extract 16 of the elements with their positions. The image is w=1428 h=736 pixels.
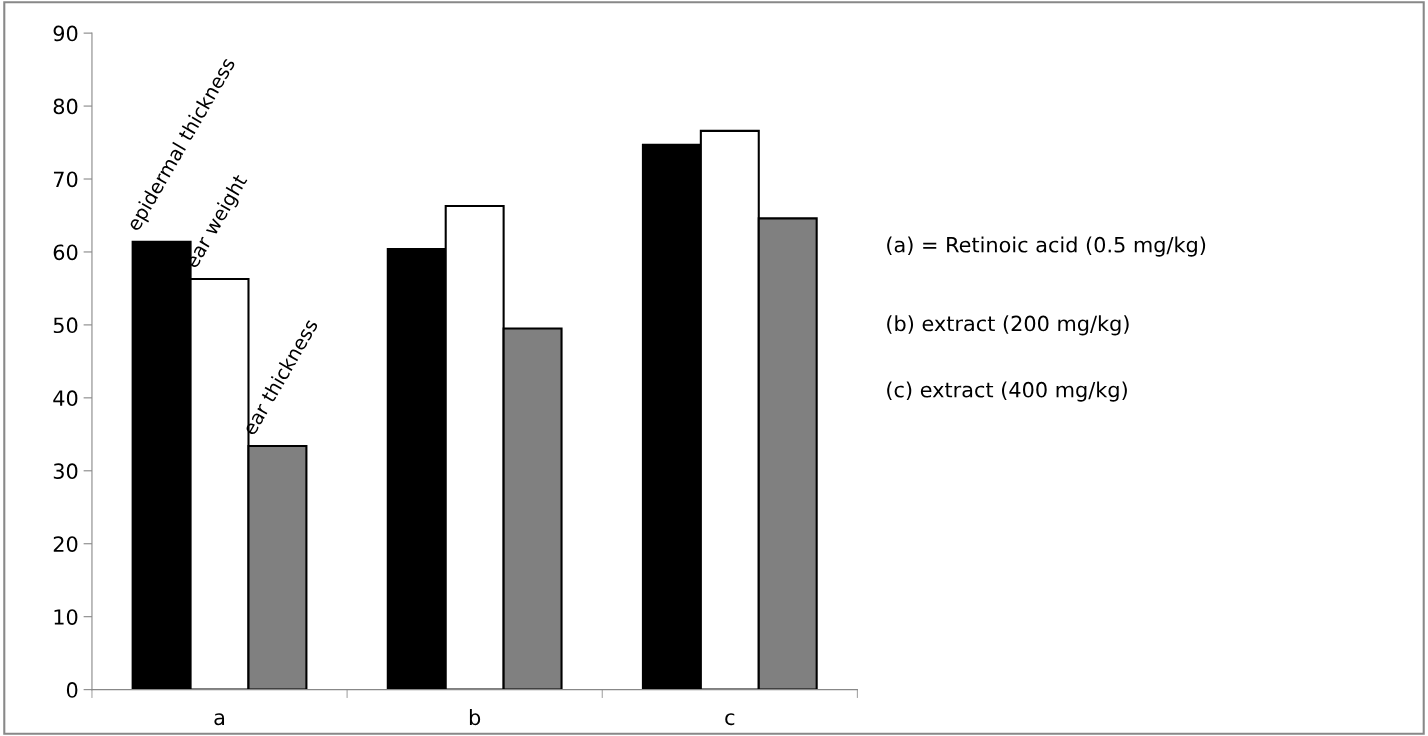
y-tick-label: 0	[66, 682, 78, 698]
x-tick-label: c	[725, 713, 735, 726]
x-tick-label: a	[214, 713, 225, 726]
y-tick-label: 20	[53, 536, 78, 552]
y-tick-label: 10	[54, 609, 78, 625]
text: (b) extract (200 mg/kg)	[887, 315, 1129, 336]
text: (c) extract (400 mg/kg)	[887, 381, 1127, 402]
y-tick-label: 60	[53, 244, 78, 261]
text: (a) = Retinoic acid (0.5 mg/kg)	[887, 236, 1206, 257]
y-tick-label: 50	[53, 317, 78, 334]
y-tick-label: 30	[53, 463, 78, 480]
y-tick-label: 70	[53, 171, 78, 188]
y-tick-label: 80	[53, 98, 78, 115]
y-tick-label: 40	[53, 390, 78, 407]
y-tick-label: 90	[53, 25, 78, 42]
x-tick-label: b	[469, 709, 481, 726]
